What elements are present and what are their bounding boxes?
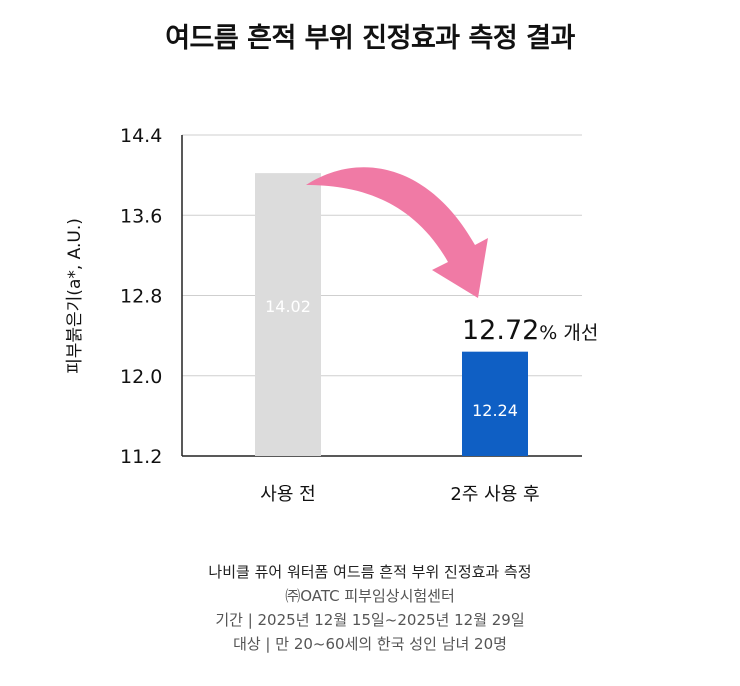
bar-value-label: 14.02 xyxy=(265,297,311,316)
study-period-line: 기간 | 2025년 12월 15일~2025년 12월 29일 xyxy=(215,611,525,629)
improvement-arrow xyxy=(306,167,488,298)
y-tick-label: 13.6 xyxy=(120,205,162,227)
improvement-suffix: % 개선 xyxy=(539,322,598,344)
bar-value-label: 12.24 xyxy=(472,401,518,420)
improvement-annotation: 12.72% 개선 xyxy=(462,315,598,346)
category-label: 사용 전 xyxy=(260,484,315,505)
improvement-number: 12.72 xyxy=(462,315,539,346)
y-tick-label: 11.2 xyxy=(120,446,162,468)
study-product-line: 나비클 퓨어 워터폼 여드름 흔적 부위 진정효과 측정 xyxy=(208,563,532,581)
y-tick-label: 12.8 xyxy=(120,286,162,308)
study-lab-line: ㈜OATC 피부임상시험센터 xyxy=(285,587,455,605)
bar-after xyxy=(462,351,528,456)
study-info: 나비클 퓨어 워터폼 여드름 흔적 부위 진정효과 측정 ㈜OATC 피부임상시… xyxy=(0,560,740,656)
y-tick-label: 12.0 xyxy=(120,366,162,388)
bar-before xyxy=(255,173,321,456)
study-subjects-line: 대상 | 만 20~60세의 한국 성인 남녀 20명 xyxy=(233,635,507,653)
y-tick-label: 14.4 xyxy=(120,125,162,147)
y-axis-title: 피부붉은기(a*, A.U.) xyxy=(65,218,85,374)
chart-title: 여드름 흔적 부위 진정효과 측정 결과 xyxy=(165,23,575,54)
bar-chart: 14.4 13.6 12.8 12.0 11.2 피부붉은기(a*, A.U.) 14.02… xyxy=(65,125,598,505)
category-label: 2주 사용 후 xyxy=(450,484,539,505)
